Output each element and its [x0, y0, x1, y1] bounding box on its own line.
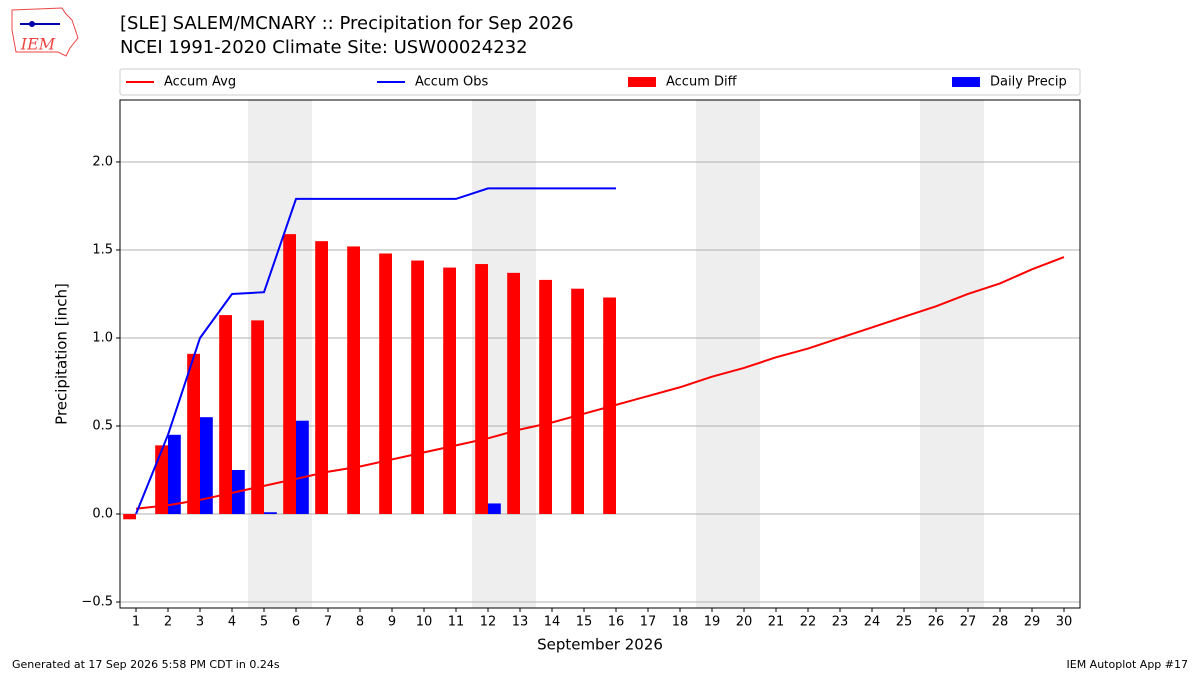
- bar: [200, 417, 213, 515]
- x-tick-label: 30: [1056, 615, 1073, 630]
- x-tick-label: 12: [480, 615, 497, 630]
- y-tick-label: 0.5: [92, 418, 113, 433]
- x-tick-label: 7: [324, 615, 332, 630]
- bar: [539, 279, 552, 515]
- y-tick-label: 1.0: [92, 330, 113, 345]
- y-tick-label: 2.0: [92, 154, 113, 169]
- legend-box: [119, 68, 1081, 96]
- x-tick-label: 20: [736, 615, 753, 630]
- x-tick-label: 10: [416, 615, 433, 630]
- weekend-shade: [920, 100, 984, 608]
- y-tick-label: 1.5: [92, 242, 113, 257]
- bar: [296, 420, 309, 515]
- x-axis-label: September 2026: [537, 636, 663, 654]
- y-tick-label: 0.0: [92, 507, 113, 522]
- chart-subtitle: NCEI 1991-2020 Climate Site: USW00024232: [120, 37, 528, 58]
- logo-outline: [11, 7, 79, 57]
- bar: [155, 445, 168, 515]
- y-axis-label: Precipitation [inch]: [53, 283, 71, 425]
- bar: [283, 234, 296, 515]
- logo-text: IEM: [20, 35, 56, 54]
- x-tick-label: 26: [928, 615, 945, 630]
- x-tick-label: 15: [576, 615, 593, 630]
- x-tick-label: 19: [704, 615, 721, 630]
- bar: [571, 288, 584, 515]
- logo-dot: [29, 21, 35, 27]
- x-tick-label: 6: [292, 615, 300, 630]
- legend-swatch: [952, 77, 980, 87]
- bar: [443, 267, 456, 515]
- x-tick-label: 5: [260, 615, 268, 630]
- x-tick-label: 25: [896, 615, 913, 630]
- bar: [251, 320, 264, 515]
- x-tick-label: 22: [800, 615, 817, 630]
- bar: [507, 272, 520, 515]
- logo: IEM: [11, 7, 79, 57]
- x-tick-label: 29: [1024, 615, 1041, 630]
- line: [135, 187, 616, 515]
- line: [135, 256, 1065, 510]
- bar: [411, 260, 424, 515]
- x-tick-label: 14: [544, 615, 561, 630]
- legend-swatch: [628, 77, 656, 87]
- legend-label: Daily Precip: [990, 75, 1067, 90]
- y-tick-label: −0.5: [81, 595, 113, 610]
- x-tick-label: 16: [608, 615, 625, 630]
- x-tick-label: 17: [640, 615, 657, 630]
- legend-label: Accum Avg: [164, 75, 236, 90]
- footer-right: IEM Autoplot App #17: [1067, 658, 1189, 671]
- plot-frame: [119, 99, 1081, 609]
- x-tick-label: 21: [768, 615, 785, 630]
- x-tick-label: 2: [164, 615, 172, 630]
- bar: [347, 246, 360, 515]
- chart-title: [SLE] SALEM/MCNARY :: Precipitation for …: [120, 13, 574, 34]
- legend-label: Accum Diff: [666, 75, 738, 90]
- x-tick-label: 9: [388, 615, 396, 630]
- bar: [475, 264, 488, 515]
- x-tick-label: 13: [512, 615, 529, 630]
- bar: [187, 353, 200, 515]
- weekend-shade: [696, 100, 760, 608]
- x-tick-label: 3: [196, 615, 204, 630]
- x-tick-label: 18: [672, 615, 689, 630]
- bar: [219, 315, 232, 515]
- x-tick-label: 24: [864, 615, 881, 630]
- bar: [168, 434, 181, 515]
- bar: [488, 503, 501, 515]
- bar: [315, 241, 328, 515]
- x-tick-label: 23: [832, 615, 849, 630]
- x-tick-label: 27: [960, 615, 977, 630]
- x-tick-label: 1: [132, 615, 140, 630]
- bar: [264, 512, 277, 515]
- x-tick-label: 4: [228, 615, 236, 630]
- x-tick-label: 11: [448, 615, 465, 630]
- footer-left: Generated at 17 Sep 2026 5:58 PM CDT in …: [12, 658, 280, 671]
- bar: [123, 514, 136, 520]
- bar: [379, 253, 392, 515]
- x-tick-label: 8: [356, 615, 364, 630]
- x-tick-label: 28: [992, 615, 1009, 630]
- legend-label: Accum Obs: [415, 75, 488, 90]
